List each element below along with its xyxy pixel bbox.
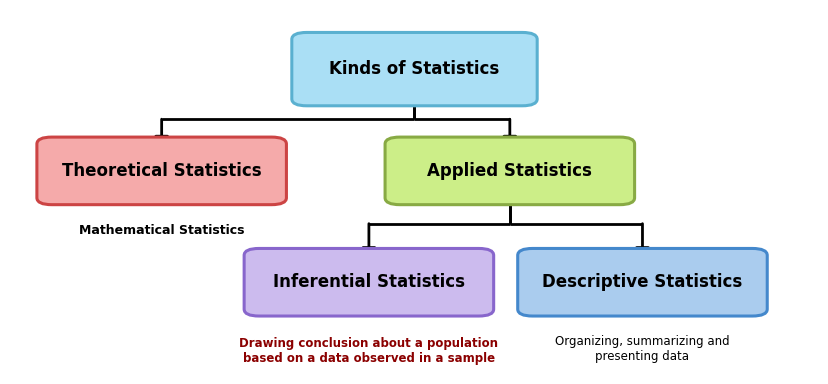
Text: Mathematical Statistics: Mathematical Statistics <box>79 224 244 237</box>
FancyBboxPatch shape <box>243 248 493 316</box>
FancyBboxPatch shape <box>291 33 537 106</box>
FancyBboxPatch shape <box>517 248 767 316</box>
Text: Kinds of Statistics: Kinds of Statistics <box>329 60 499 78</box>
FancyBboxPatch shape <box>36 137 286 205</box>
FancyBboxPatch shape <box>384 137 634 205</box>
Text: Theoretical Statistics: Theoretical Statistics <box>62 162 261 180</box>
Text: Descriptive Statistics: Descriptive Statistics <box>542 273 742 291</box>
Text: Organizing, summarizing and
presenting data: Organizing, summarizing and presenting d… <box>555 336 729 363</box>
Text: Applied Statistics: Applied Statistics <box>427 162 591 180</box>
Text: Inferential Statistics: Inferential Statistics <box>272 273 465 291</box>
Text: Drawing conclusion about a population
based on a data observed in a sample: Drawing conclusion about a population ba… <box>239 338 498 365</box>
